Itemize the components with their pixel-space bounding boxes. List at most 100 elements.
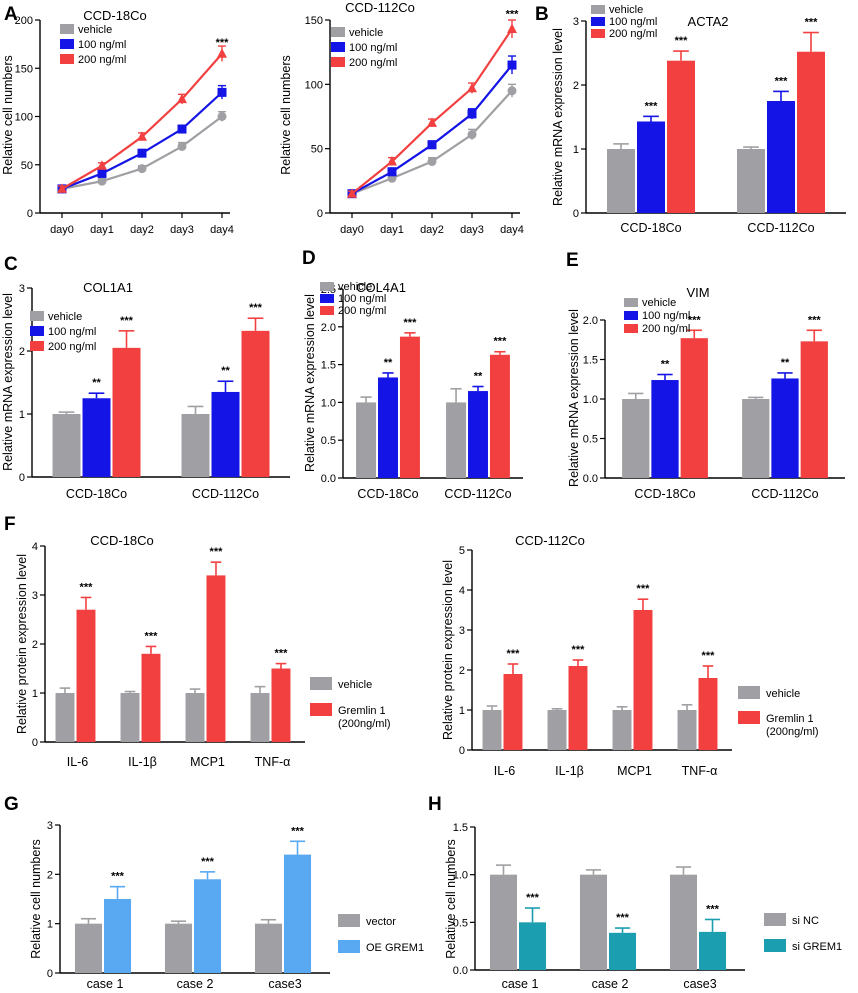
significance-marker: *** (675, 35, 689, 47)
y-tick-label: 2 (47, 869, 53, 881)
data-point (467, 82, 477, 93)
data-point (467, 130, 477, 140)
x-tick-label: day3 (170, 224, 194, 236)
panel-title: ACTA2 (688, 14, 729, 29)
data-point (217, 87, 227, 97)
panel-label: A (4, 4, 18, 25)
legend-label: (200ng/ml) (338, 718, 391, 730)
x-category-label: IL-1β (128, 755, 157, 769)
significance-marker: *** (111, 871, 125, 883)
bar (680, 338, 708, 478)
x-tick-label: day0 (50, 224, 74, 236)
legend-label: 200 ng/ml (78, 54, 126, 66)
significance-marker: *** (275, 648, 289, 660)
significance-marker: *** (210, 546, 224, 558)
significance-marker: *** (616, 912, 630, 924)
y-tick-label: 100 (305, 79, 323, 91)
legend-label: vehicle (349, 27, 383, 39)
bar (82, 398, 111, 477)
legend-label: 100 ng/ml (349, 42, 397, 54)
y-axis-label: Relative cell numbers (29, 839, 43, 959)
significance-marker: ** (92, 377, 101, 389)
y-axis-label: Relative protein expression level (15, 554, 29, 734)
significance-marker: *** (706, 903, 720, 915)
legend-swatch (60, 54, 74, 64)
bar (622, 399, 650, 478)
y-tick-label: 1.0 (583, 394, 598, 406)
y-tick-label: 150 (305, 15, 323, 27)
bar (633, 610, 653, 750)
bar (651, 380, 679, 478)
y-tick-label: 0 (27, 208, 33, 220)
y-tick-label: 1 (47, 919, 53, 931)
bar (185, 693, 205, 742)
legend-label: vehicle (338, 679, 372, 691)
y-tick-label: 0 (32, 737, 38, 749)
legend-swatch (310, 677, 332, 690)
legend-label: 100 ng/ml (78, 39, 126, 51)
bar (547, 710, 567, 750)
panel-label: D (302, 248, 316, 269)
bar (609, 932, 637, 970)
legend-label: (200ng/ml) (766, 726, 819, 738)
data-point (177, 93, 187, 104)
legend-swatch (764, 939, 786, 952)
bar (356, 402, 377, 478)
bar (737, 149, 765, 213)
x-tick-label: day1 (380, 224, 404, 236)
legend-label: 200 ng/ml (609, 28, 657, 40)
panel-label: C (4, 254, 18, 275)
x-category-label: TNF-α (255, 755, 291, 769)
panel-label: G (4, 794, 19, 815)
legend-label: 200 ng/ml (642, 323, 690, 335)
panel-label: H (428, 794, 442, 815)
bar (52, 414, 81, 477)
legend-swatch (738, 711, 760, 724)
y-axis-label: Relative mRNA expression level (303, 294, 317, 472)
legend-label: vehicle (338, 281, 372, 293)
bar (211, 391, 240, 477)
legend-swatch (60, 24, 74, 34)
y-tick-label: 3 (459, 625, 465, 637)
significance-marker: ** (221, 365, 230, 377)
bar (241, 330, 270, 477)
legend-label: Gremlin 1 (338, 705, 386, 717)
bar (482, 710, 502, 750)
legend-swatch (331, 42, 345, 52)
bar (250, 693, 270, 742)
significance-marker: *** (291, 825, 305, 837)
bar (164, 923, 192, 973)
x-tick-label: day3 (460, 224, 484, 236)
x-category-label: CCD-18Co (357, 487, 418, 501)
bar (120, 693, 140, 742)
bar (519, 922, 547, 970)
y-tick-label: 1.0 (321, 397, 336, 409)
legend-swatch (591, 29, 605, 38)
significance-marker: *** (702, 650, 716, 662)
bar (771, 378, 799, 478)
y-tick-label: 0 (573, 208, 579, 220)
bar (742, 399, 770, 478)
y-tick-label: 1 (573, 144, 579, 156)
legend-label: Gremlin 1 (766, 713, 814, 725)
data-point (507, 23, 517, 34)
significance-marker: *** (645, 100, 659, 112)
y-tick-label: 0 (47, 968, 53, 980)
panel-title: COL4A1 (356, 280, 406, 295)
panel-title: CCD-112Co (345, 0, 415, 15)
significance-marker: *** (507, 648, 521, 660)
y-tick-label: 0.0 (321, 473, 336, 485)
x-category-label: case 1 (87, 977, 124, 991)
y-axis-label: Relative cell numbers (279, 55, 293, 175)
legend-swatch (30, 326, 44, 336)
bar (194, 879, 222, 973)
y-tick-label: 3 (47, 820, 53, 832)
significance-marker: *** (80, 581, 94, 593)
significance-marker: *** (506, 8, 520, 20)
panel-label: B (535, 4, 549, 25)
panel-title: VIM (686, 285, 709, 300)
x-category-label: TNF-α (682, 764, 718, 778)
legend-swatch (624, 298, 638, 307)
